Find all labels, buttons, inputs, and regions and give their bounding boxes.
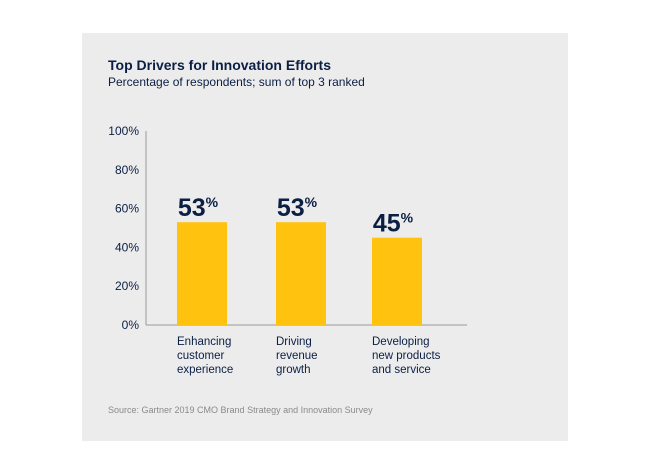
bar [276, 222, 326, 325]
y-tick-label: 20% [115, 279, 139, 293]
bar [372, 237, 422, 325]
chart-subtitle: Percentage of respondents; sum of top 3 … [108, 75, 365, 89]
category-label-line: Developing [372, 336, 430, 348]
category-label-line: Driving [276, 336, 312, 348]
bar [177, 222, 227, 325]
data-label-suffix: % [305, 194, 318, 210]
data-label: 53% [178, 194, 219, 222]
bar-chart: 0% 20% 40% 60% 80% 100% 53% Enhancing customer ex… [108, 124, 467, 376]
data-label: 45% [373, 210, 414, 238]
category-label-line: experience [177, 364, 233, 376]
y-tick-label: 60% [115, 202, 139, 216]
y-tick-label: 100% [108, 124, 139, 138]
category-label-line: Enhancing [177, 336, 231, 348]
category-label-line: and service [372, 364, 431, 376]
data-label-suffix: % [401, 210, 414, 226]
category-label-line: customer [177, 350, 224, 362]
category-label-line: new products [372, 350, 441, 362]
source-note: Source: Gartner 2019 CMO Brand Strategy … [108, 405, 373, 415]
category-label-line: revenue [276, 350, 318, 362]
data-label: 53% [277, 194, 318, 222]
category-label: Developing new products and service [372, 336, 441, 376]
chart-title: Top Drivers for Innovation Efforts [108, 57, 331, 73]
category-label: Enhancing customer experience [177, 336, 233, 376]
data-label-suffix: % [206, 194, 219, 210]
y-tick-label: 80% [115, 163, 139, 177]
category-label: Driving revenue growth [276, 336, 318, 376]
category-label-line: growth [276, 364, 311, 376]
y-tick-label: 40% [115, 240, 139, 254]
chart-card: Top Drivers for Innovation Efforts Perce… [82, 33, 568, 441]
y-tick-label: 0% [122, 318, 140, 332]
